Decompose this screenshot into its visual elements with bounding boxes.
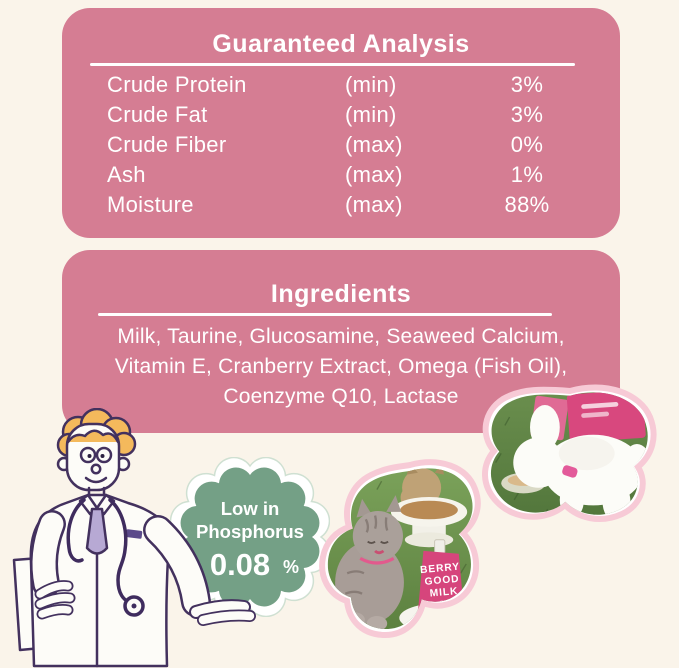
badge-inner-scallop [180,467,320,607]
ingredients-title: Ingredients [270,280,412,308]
doctor-name-badge [125,529,143,539]
dog-photo [482,384,657,522]
row-value: 0% [510,132,544,157]
doctor-hair-fringe [66,429,120,444]
white-dog [513,404,648,515]
stethoscope-icon [66,498,145,617]
doctor-smile [84,476,108,484]
row-qualifier: (max) [345,162,403,187]
gray-kitten [335,495,404,630]
row-value: 3% [510,72,544,97]
row-value: 1% [510,162,544,187]
analysis-divider [90,63,575,66]
pouch-text-line: MILK [429,586,459,599]
veterinarian-illustration [12,408,256,668]
row-label: Crude Protein [107,72,247,97]
row-label: Crude Fiber [107,132,227,157]
pouch-text-line: GOOD [424,574,460,588]
row-label: Crude Fat [107,102,208,127]
row-label: Ash [107,162,146,187]
phosphorus-badge: Low in Phosphorus 0.08 % [170,457,330,617]
badge-line1: Low in [221,498,280,519]
analysis-table: Crude Protein (min) 3% Crude Fat (min) 3… [62,70,620,220]
row-label: Moisture [107,192,194,217]
badge-unit: % [283,557,299,577]
doctor-tie [85,507,109,555]
ingredients-line: Milk, Taurine, Glucosamine, Seaweed Calc… [117,325,565,348]
row-qualifier: (min) [345,72,397,97]
row-qualifier: (max) [345,192,403,217]
row-qualifier: (min) [345,102,397,127]
row-qualifier: (max) [345,132,403,157]
table-row: Ash (max) 1% [62,160,620,190]
table-row: Crude Protein (min) 3% [62,70,620,100]
ingredients-panel: Ingredients Milk, Taurine, Glucosamine, … [62,250,620,433]
ingredients-list: Milk, Taurine, Glucosamine, Seaweed Calc… [62,322,620,412]
ingredients-line: Coenzyme Q10, Lactase [223,385,459,408]
pouch-text-line: BERRY [420,562,461,576]
row-value: 88% [504,192,550,217]
table-row: Crude Fiber (max) 0% [62,130,620,160]
guaranteed-analysis-title: Guaranteed Analysis [212,30,470,58]
table-row: Moisture (max) 88% [62,190,620,220]
ingredients-divider [98,313,552,316]
row-value: 3% [510,102,544,127]
badge-line2: Phosphorus [196,521,304,542]
kitten-photo: BERRY GOOD MILK [319,459,481,639]
doctor-nose [90,463,102,475]
guaranteed-analysis-panel: Guaranteed Analysis Crude Protein (min) … [62,8,620,238]
badge-value: 0.08 [210,547,270,582]
doctor-left-hand [34,580,76,620]
doctor-open-palm [189,599,256,626]
table-row: Crude Fat (min) 3% [62,100,620,130]
ingredients-line: Vitamin E, Cranberry Extract, Omega (Fis… [114,355,568,378]
